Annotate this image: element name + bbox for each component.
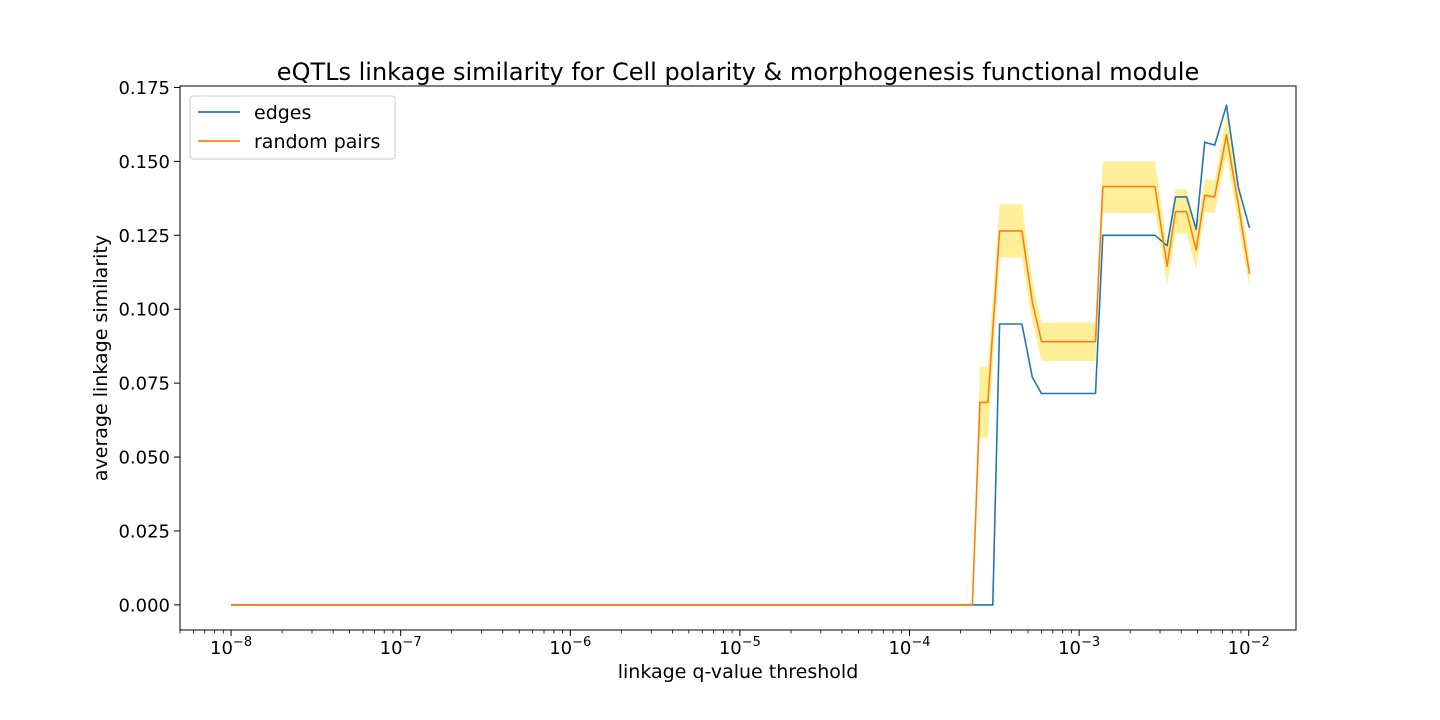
x-tick-label: 10−3 bbox=[1058, 635, 1100, 659]
legend-frame bbox=[189, 95, 396, 160]
series-line-edges bbox=[231, 104, 1251, 606]
y-tick-label: 0.100 bbox=[118, 300, 170, 321]
x-tick-label: 10−5 bbox=[719, 635, 761, 659]
x-axis: 10−8 10−7 10−6 10−5 10−4 10−3 10−2 bbox=[179, 630, 1270, 659]
series-line-random-pairs bbox=[231, 134, 1251, 606]
y-axis: 0.000 0.025 0.050 0.075 0.100 0.125 0.150 0.175 bbox=[118, 78, 180, 616]
plot-frame bbox=[179, 85, 1297, 631]
y-tick-label: 0.075 bbox=[118, 374, 170, 395]
series-layer bbox=[231, 104, 1251, 606]
y-tick-label: 0.025 bbox=[118, 521, 170, 542]
y-tick-label: 0.125 bbox=[118, 226, 170, 247]
legend-label-edges: edges bbox=[254, 102, 311, 124]
x-tick-label: 10−8 bbox=[210, 635, 252, 659]
y-axis-label: average linkage similarity bbox=[90, 235, 112, 481]
x-tick-label: 10−2 bbox=[1228, 635, 1270, 659]
x-tick-label: 10−7 bbox=[380, 635, 422, 659]
x-tick-label: 10−4 bbox=[888, 635, 930, 659]
y-tick-label: 0.175 bbox=[118, 78, 170, 99]
chart-title: eQTLs linkage similarity for Cell polari… bbox=[277, 58, 1199, 86]
y-tick-label: 0.050 bbox=[118, 448, 170, 469]
plot-area bbox=[179, 85, 1297, 631]
legend-label-random-pairs: random pairs bbox=[254, 131, 380, 153]
y-tick-label: 0.150 bbox=[118, 152, 170, 173]
y-tick-label: 0.000 bbox=[118, 595, 170, 616]
legend: edges random pairs bbox=[189, 95, 396, 160]
x-axis-label: linkage q-value threshold bbox=[618, 661, 859, 683]
x-tick-label: 10−6 bbox=[549, 635, 591, 659]
